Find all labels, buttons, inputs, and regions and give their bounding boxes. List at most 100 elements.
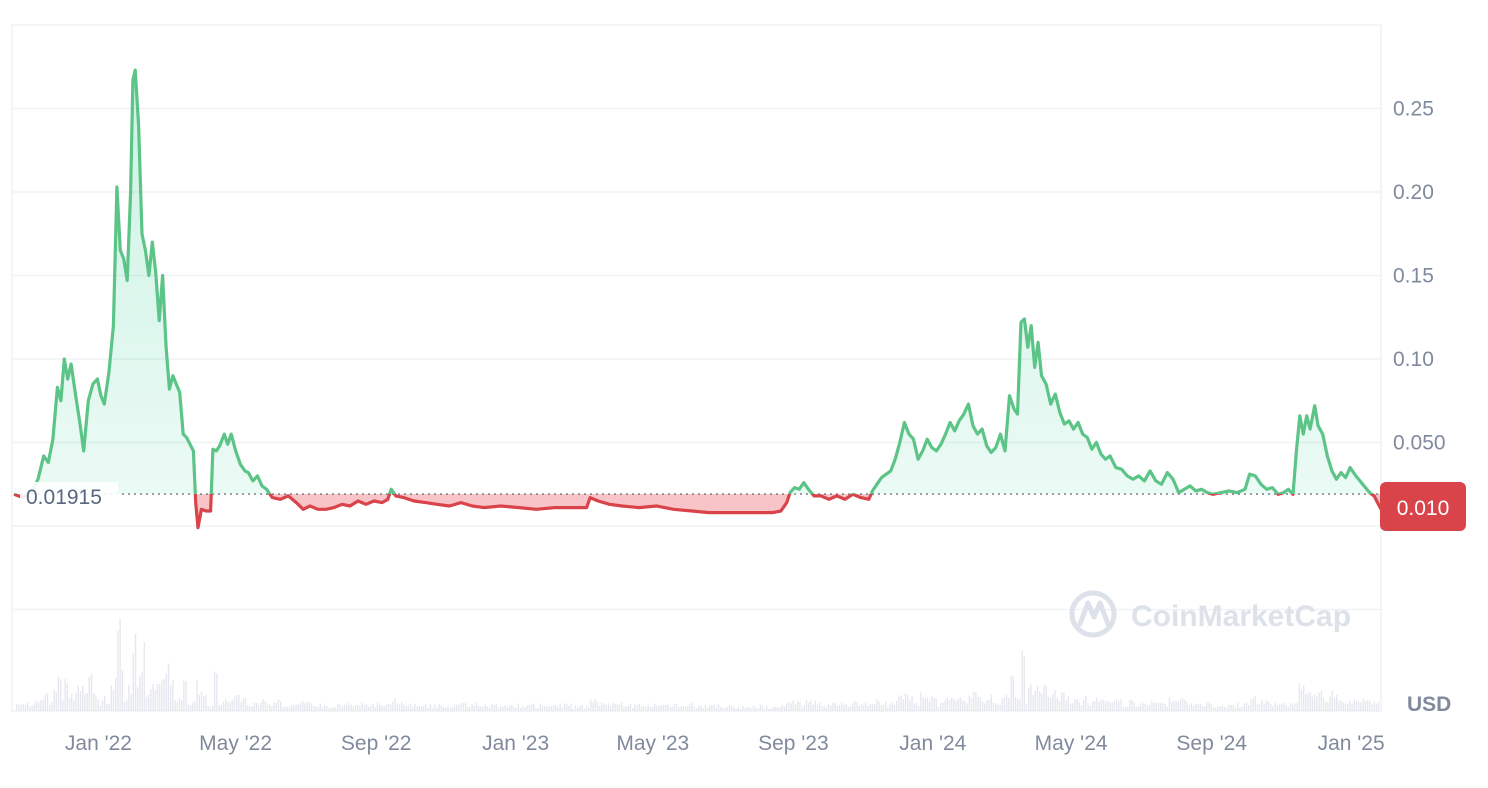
- volume-bar: [744, 708, 746, 711]
- volume-bar: [1245, 702, 1248, 711]
- volume-bar: [1001, 698, 1003, 711]
- volume-bar: [1168, 697, 1171, 711]
- volume-bar: [517, 703, 519, 711]
- volume-bar: [788, 702, 790, 711]
- volume-bar: [1254, 695, 1256, 711]
- volume-bar: [275, 702, 277, 711]
- volume-bar: [671, 707, 673, 711]
- volume-bar: [172, 679, 174, 711]
- volume-bar: [929, 701, 931, 711]
- volume-bar: [453, 704, 456, 711]
- volume-bar: [176, 701, 178, 711]
- volume-bar: [1091, 701, 1094, 711]
- y-tick-label: 0.20: [1393, 181, 1434, 204]
- volume-bar: [447, 706, 449, 711]
- volume-bar: [53, 690, 55, 711]
- volume-bar: [1206, 702, 1208, 711]
- volume-bar: [1188, 705, 1190, 711]
- volume-bar: [1338, 700, 1340, 711]
- volume-bar: [326, 706, 328, 711]
- volume-bar: [880, 705, 882, 711]
- volume-bar: [313, 705, 315, 711]
- volume-bar: [768, 708, 770, 711]
- volume-bar: [900, 695, 902, 711]
- volume-bar: [84, 693, 86, 711]
- volume-bar: [302, 701, 304, 711]
- volume-bar: [1195, 703, 1197, 711]
- volume-bar: [830, 705, 832, 711]
- volume-bar: [810, 700, 812, 711]
- volume-bar: [86, 693, 88, 711]
- volume-bar: [555, 705, 557, 711]
- volume-bar: [1190, 703, 1193, 711]
- volume-bar: [1263, 703, 1265, 711]
- volume-bar: [1014, 697, 1017, 711]
- volume-bar: [1096, 697, 1098, 711]
- volume-bar: [790, 703, 792, 711]
- volume-bar: [1113, 701, 1116, 711]
- volume-bar: [638, 703, 640, 711]
- volume-bar: [145, 696, 148, 711]
- volume-bar: [434, 704, 436, 711]
- volume-bar: [376, 702, 379, 711]
- volume-bar: [682, 706, 684, 711]
- x-axis-ticks: Jan '22 May '22 Sep '22 Jan '23 May '23 Sep '…: [65, 732, 1385, 755]
- volume-bar: [271, 706, 273, 711]
- volume-bar: [522, 706, 524, 711]
- volume-bar: [218, 705, 220, 711]
- volume-bar: [526, 705, 528, 711]
- volume-bar: [112, 690, 115, 711]
- volume-bar: [1311, 696, 1314, 711]
- y-tick-label: 0.050: [1393, 432, 1446, 455]
- volume-bar: [1289, 703, 1292, 711]
- volume-bar: [205, 695, 207, 711]
- volume-bar: [269, 703, 271, 711]
- volume-bar: [1353, 699, 1355, 711]
- volume-bar: [1241, 706, 1243, 711]
- volume-bar: [772, 707, 775, 711]
- volume-bar: [502, 706, 504, 711]
- volume-bar: [1100, 699, 1102, 711]
- volume-bar: [1069, 703, 1072, 711]
- volume-bar: [1023, 656, 1025, 711]
- volume-bar: [603, 703, 605, 711]
- volume-bar: [1219, 706, 1221, 711]
- volume-bar: [1261, 699, 1263, 711]
- volume-bar: [484, 704, 486, 711]
- volume-bar: [684, 706, 687, 711]
- volume-bar: [1135, 707, 1138, 711]
- volume-bar: [513, 707, 515, 711]
- volume-bar: [935, 698, 937, 711]
- volume-bar: [469, 706, 471, 711]
- x-tick-label: May '22: [199, 732, 272, 755]
- volume-bar: [590, 699, 592, 711]
- volume-bar: [1078, 701, 1080, 711]
- volume-bar: [1197, 704, 1199, 711]
- x-tick-label: Sep '23: [758, 732, 829, 755]
- volume-bar: [596, 701, 599, 711]
- volume-bar: [1201, 706, 1204, 711]
- volume-bar: [381, 705, 383, 711]
- volume-bar: [1017, 699, 1019, 711]
- volume-bar: [174, 699, 176, 711]
- volume-bar: [1140, 703, 1142, 711]
- volume-bar: [876, 699, 878, 711]
- volume-bar: [495, 704, 497, 711]
- volume-bar: [1124, 706, 1127, 711]
- volume-bar: [997, 704, 999, 711]
- volume-bar: [1349, 701, 1351, 711]
- volume-bar: [904, 693, 907, 711]
- volume-bars: [16, 618, 1380, 711]
- volume-bar: [211, 705, 214, 711]
- volume-bar: [1193, 706, 1195, 711]
- volume-bar: [962, 700, 964, 711]
- volume-bar: [742, 706, 744, 711]
- volume-bar: [244, 698, 247, 711]
- volume-bar: [1278, 704, 1281, 711]
- volume-bar: [728, 705, 731, 711]
- volume-bar: [1267, 701, 1270, 711]
- volume-bar: [999, 704, 1001, 711]
- volume-bar: [1342, 702, 1344, 711]
- volume-bar: [1019, 698, 1021, 711]
